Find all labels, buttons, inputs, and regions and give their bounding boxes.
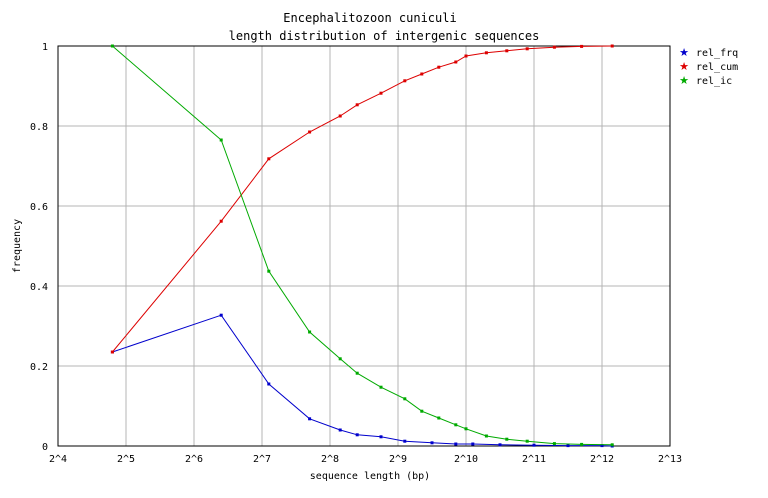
data-point-rel_cum: [338, 114, 342, 118]
data-point-rel_cum: [403, 79, 407, 83]
y-tick-label: 0.2: [30, 362, 48, 373]
y-axis-label: frequency: [12, 219, 23, 273]
data-point-rel_ic: [267, 269, 271, 273]
data-point-rel_frq: [308, 417, 312, 421]
data-point-rel_ic: [437, 416, 441, 420]
data-point-rel_frq: [471, 442, 475, 446]
legend-label-rel_cum: rel_cum: [696, 62, 738, 73]
data-point-rel_cum: [505, 49, 509, 53]
data-point-rel_frq: [338, 428, 342, 432]
x-tick-label: 2^11: [522, 454, 546, 465]
data-point-rel_cum: [219, 219, 223, 223]
data-point-rel_cum: [308, 130, 312, 134]
data-point-rel_cum: [610, 44, 614, 48]
x-tick-label: 2^10: [454, 454, 478, 465]
data-point-rel_cum: [379, 91, 383, 95]
data-point-rel_frq: [403, 439, 407, 443]
x-tick-label: 2^9: [389, 454, 407, 465]
data-point-rel_frq: [600, 444, 604, 448]
data-point-rel_cum: [267, 157, 271, 161]
legend-marker-rel_frq: ★: [679, 46, 689, 59]
data-point-rel_ic: [379, 385, 383, 389]
series-line-rel_frq: [112, 314, 613, 447]
series-line-rel_cum: [112, 45, 613, 353]
data-point-rel_ic: [525, 439, 529, 443]
data-point-rel_frq: [566, 444, 570, 448]
data-point-rel_frq: [532, 443, 536, 447]
y-tick-label: 0.8: [30, 122, 48, 133]
x-tick-label: 2^8: [321, 454, 339, 465]
data-point-rel_cum: [355, 103, 359, 107]
data-point-rel_frq: [430, 441, 434, 445]
data-point-rel_ic: [454, 423, 458, 427]
legend-marker-rel_cum: ★: [679, 60, 689, 73]
series-group: [110, 44, 614, 448]
y-tick-label: 0.4: [30, 282, 48, 293]
x-axis-label: sequence length (bp): [310, 471, 430, 482]
data-point-rel_ic: [464, 427, 468, 431]
data-point-rel_ic: [110, 44, 114, 48]
legend: ★ rel_frq ★ rel_cum ★ rel_ic: [679, 46, 738, 87]
data-point-rel_cum: [464, 54, 468, 58]
data-point-rel_cum: [525, 47, 529, 51]
x-tick-label: 2^12: [590, 454, 614, 465]
data-point-rel_frq: [454, 442, 458, 446]
legend-label-rel_frq: rel_frq: [696, 48, 738, 59]
grid: [57, 45, 671, 447]
y-tick-label: 1: [42, 42, 48, 53]
data-point-rel_ic: [219, 138, 223, 142]
data-point-rel_cum: [110, 350, 114, 354]
series-line-rel_ic: [112, 45, 613, 446]
x-tick-label: 2^7: [253, 454, 271, 465]
data-point-rel_cum: [420, 72, 424, 76]
data-point-rel_ic: [308, 330, 312, 334]
data-point-rel_ic: [403, 397, 407, 401]
legend-marker-rel_ic: ★: [679, 74, 689, 87]
data-point-rel_ic: [484, 434, 488, 438]
x-tick-label: 2^5: [117, 454, 135, 465]
y-tick-label: 0: [42, 442, 48, 453]
data-point-rel_frq: [355, 433, 359, 437]
data-point-rel_ic: [552, 442, 556, 446]
plot-frame: [57, 45, 671, 447]
chart-title: Encephalitozoon cuniculi: [283, 11, 456, 25]
data-point-rel_ic: [420, 409, 424, 413]
data-point-rel_ic: [505, 437, 509, 441]
y-axis-ticks: 0 0.2 0.4 0.6 0.8 1: [30, 42, 48, 453]
x-tick-label: 2^6: [185, 454, 203, 465]
y-tick-label: 0.6: [30, 202, 48, 213]
x-axis-ticks: 2^4 2^5 2^6 2^7 2^8 2^9 2^10 2^11 2^12 2^13: [49, 454, 682, 465]
data-point-rel_ic: [610, 443, 614, 447]
x-tick-label: 2^4: [49, 454, 67, 465]
chart-subtitle: length distribution of intergenic sequen…: [229, 29, 540, 43]
data-point-rel_ic: [355, 371, 359, 375]
data-point-rel_cum: [437, 65, 441, 69]
data-point-rel_ic: [580, 442, 584, 446]
data-point-rel_frq: [379, 435, 383, 439]
data-point-rel_cum: [580, 44, 584, 48]
data-point-rel_frq: [219, 313, 223, 317]
data-point-rel_ic: [338, 357, 342, 361]
data-point-rel_cum: [552, 45, 556, 49]
data-point-rel_cum: [484, 51, 488, 55]
data-point-rel_frq: [267, 382, 271, 386]
x-tick-label: 2^13: [658, 454, 682, 465]
legend-label-rel_ic: rel_ic: [696, 76, 732, 87]
data-point-rel_cum: [454, 60, 458, 64]
data-point-rel_frq: [498, 443, 502, 447]
